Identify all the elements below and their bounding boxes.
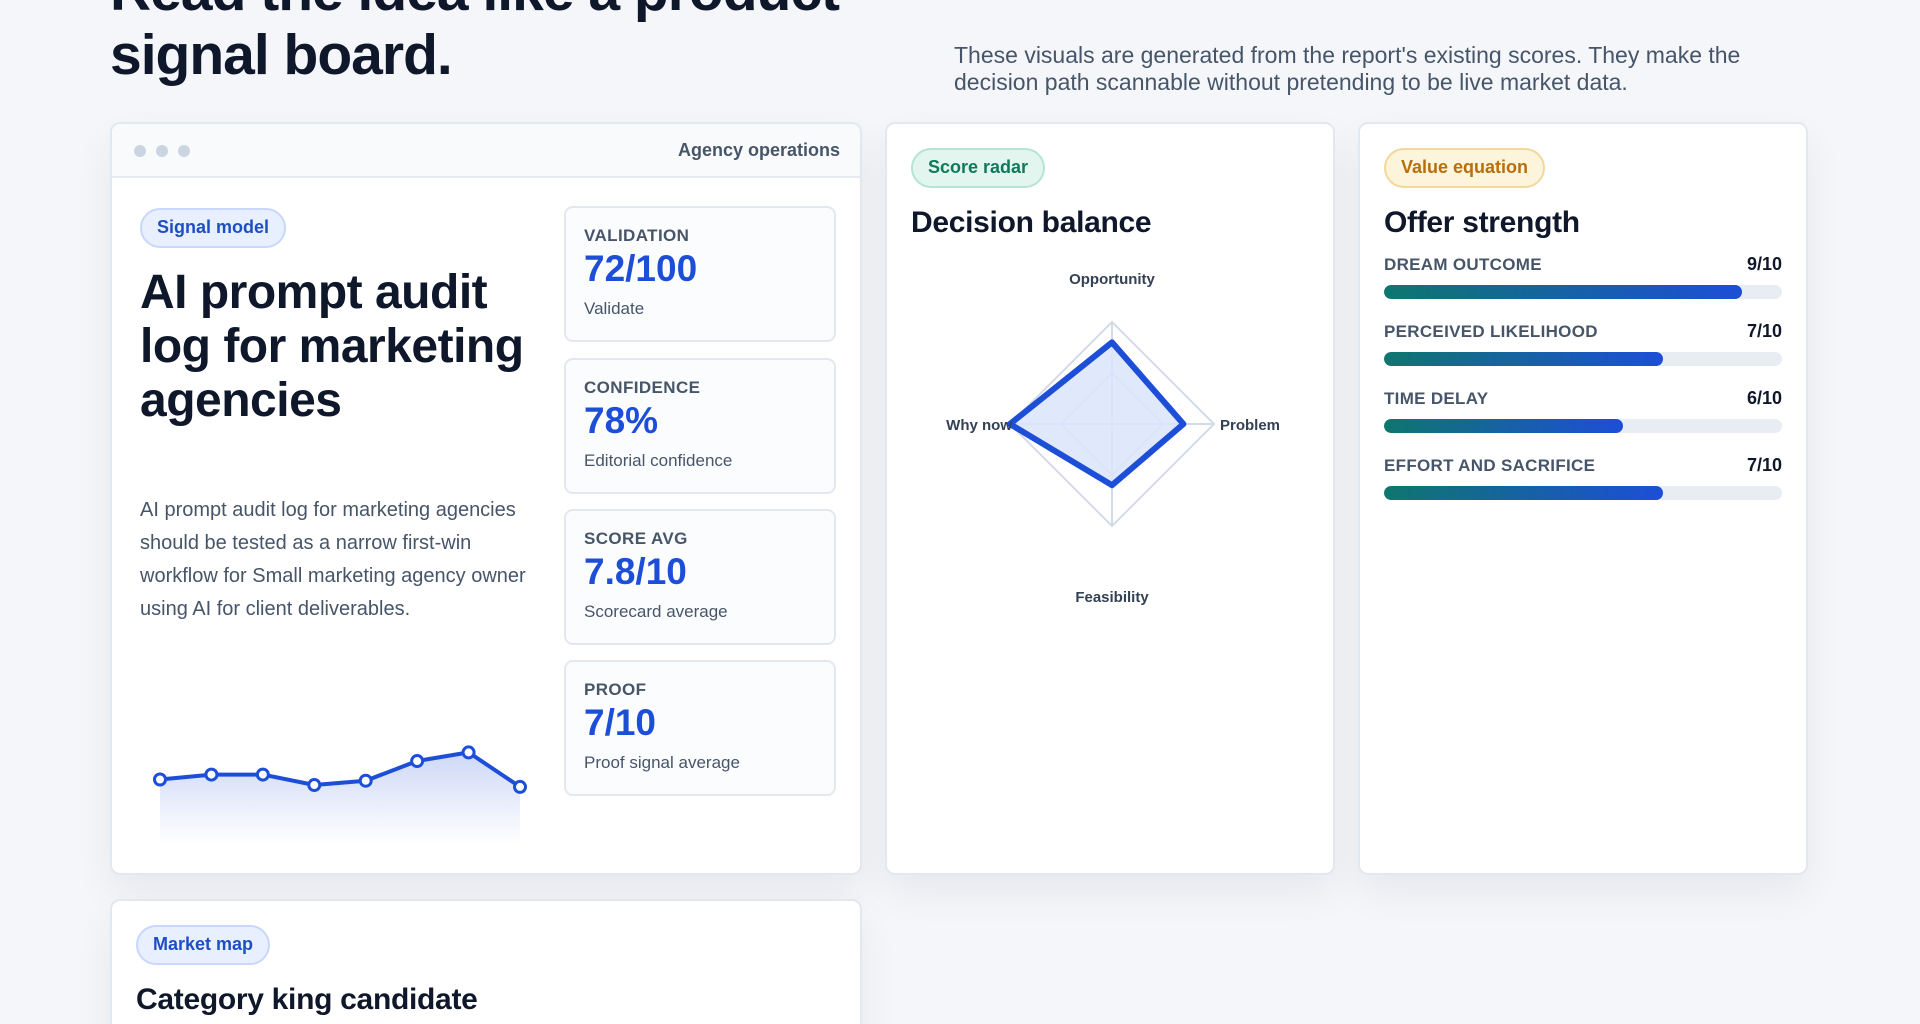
value-equation-card: Value equation Offer strength Dream outc… — [1358, 122, 1808, 875]
page-title-line-2: signal board. — [110, 22, 453, 87]
window-dot-icon — [134, 145, 146, 157]
offer-bars: Dream outcome 9/10 Perceived likelihood … — [1384, 254, 1782, 500]
bar-label: Time delay — [1384, 388, 1489, 408]
offer-bar-row: Dream outcome 9/10 — [1384, 254, 1782, 299]
bar-fill — [1384, 284, 1743, 299]
offer-bar-row: Time delay 6/10 — [1384, 388, 1782, 433]
metric-value: 7.8/10 — [584, 551, 687, 592]
radar-axis-label: Feasibility — [1075, 589, 1149, 606]
decision-balance-title: Decision balance — [911, 205, 1152, 239]
bar-fill — [1384, 485, 1663, 500]
score-radar-card: Score radar Decision balance Opportunity… — [885, 122, 1335, 875]
radar-axis-label: Problem — [1220, 417, 1280, 434]
page-subtitle: These visuals are generated from the rep… — [954, 42, 1741, 95]
offer-bar-row: Effort and sacrifice 7/10 — [1384, 455, 1782, 500]
sparkline-point — [307, 778, 322, 793]
bar-track — [1384, 418, 1782, 433]
metric-score-avg: Score avg 7.8/10 Scorecard average — [564, 509, 836, 645]
sparkline-point — [153, 772, 167, 787]
metric-label: Score avg — [584, 529, 688, 548]
metric-label: Validation — [584, 226, 690, 245]
sparkline-point — [255, 767, 270, 782]
metric-value: 78% — [584, 400, 659, 441]
metric-proof: Proof 7/10 Proof signal average — [564, 660, 836, 796]
metric-validation: Validation 72/100 Validate — [564, 206, 836, 342]
bar-fill — [1384, 418, 1623, 433]
bar-track — [1384, 351, 1782, 366]
bar-fill — [1384, 351, 1663, 366]
radar-score-polygon — [1007, 339, 1187, 489]
metric-confidence: Confidence 78% Editorial confidence — [564, 358, 836, 494]
sparkline-point — [513, 779, 527, 794]
signal-model-pill: Signal model — [140, 208, 287, 248]
metric-value: 7/10 — [584, 702, 657, 743]
market-map-card: Market map Category king candidate — [110, 899, 862, 1024]
sparkline-point — [461, 745, 476, 760]
market-map-pill: Market map — [136, 925, 271, 965]
window-bar: Agency operations — [112, 124, 860, 178]
radar-axis-label: Why now — [946, 417, 1012, 434]
sparkline-point — [358, 773, 373, 788]
bar-score: 7/10 — [1746, 454, 1782, 475]
bar-score: 6/10 — [1746, 387, 1782, 408]
offer-bar-row: Perceived likelihood 7/10 — [1384, 321, 1782, 366]
page-title: Read the idea like a product signal boar… — [110, 0, 930, 88]
signal-sparkline — [153, 745, 527, 844]
bar-label: Perceived likelihood — [1384, 321, 1598, 341]
bar-score: 7/10 — [1746, 320, 1782, 341]
bar-label: Dream outcome — [1384, 254, 1542, 274]
window-dot-icon — [178, 145, 190, 157]
metric-note: Proof signal average — [584, 752, 740, 772]
offer-strength-title: Offer strength — [1384, 205, 1580, 239]
bar-score: 9/10 — [1746, 253, 1782, 274]
bar-track — [1384, 284, 1782, 299]
page-title-line-1: Read the idea like a product — [110, 0, 930, 24]
radar-axis-label: Opportunity — [1069, 271, 1155, 288]
metric-note: Editorial confidence — [584, 450, 733, 470]
category-king-title: Category king candidate — [136, 982, 478, 1016]
metric-label: Proof — [584, 680, 647, 699]
metric-value: 72/100 — [584, 248, 698, 289]
metric-note: Scorecard average — [584, 601, 728, 621]
idea-title: AI prompt audit log for marketing agenci… — [140, 266, 524, 427]
sparkline-point — [204, 767, 219, 782]
signal-model-card: Agency operations Signal model AI prompt… — [110, 122, 862, 875]
bar-track — [1384, 485, 1782, 500]
sparkline-point — [410, 754, 425, 769]
sparkline-area — [160, 752, 520, 844]
bar-label: Effort and sacrifice — [1384, 455, 1596, 475]
metric-label: Confidence — [584, 378, 701, 397]
window-dot-icon — [156, 145, 168, 157]
score-radar-pill: Score radar — [911, 148, 1046, 188]
metric-note: Validate — [584, 298, 645, 318]
sparkline-line — [158, 750, 522, 789]
idea-description: AI prompt audit log for marketing agenci… — [140, 499, 526, 620]
window-title: Agency operations — [677, 140, 840, 160]
value-equation-pill: Value equation — [1384, 148, 1546, 188]
decision-radar-chart: Opportunity Problem Feasibility Why now — [946, 271, 1280, 606]
